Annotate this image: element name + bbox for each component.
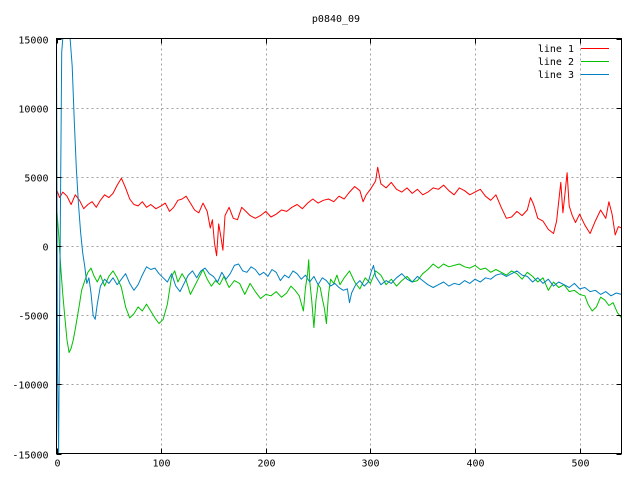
series-line-3 — [56, 38, 622, 454]
x-tick-label: 500 — [571, 459, 589, 470]
series-line-2 — [56, 204, 622, 353]
legend-label: line 3 — [538, 70, 574, 81]
x-tick-label: 200 — [257, 459, 275, 470]
series-group — [56, 38, 622, 454]
chart-title: p0840_09 — [312, 14, 360, 25]
y-tick-label: -5000 — [18, 312, 48, 323]
x-tick-label: 100 — [152, 459, 170, 470]
legend-label: line 2 — [538, 57, 574, 68]
x-tick-label: 300 — [361, 459, 379, 470]
y-tick-label: 0 — [42, 243, 48, 254]
y-tick-label: -15000 — [12, 451, 48, 462]
x-tick-label: 400 — [466, 459, 484, 470]
y-tick-label: 10000 — [18, 105, 48, 116]
y-tick-label: -10000 — [12, 381, 48, 392]
axis-ticks: 0 100 200 300 400 500 -15000 -10000 -5000 0 5000 10… — [12, 36, 622, 470]
x-tick-label: 0 — [54, 459, 60, 470]
series-line-1 — [56, 166, 622, 257]
grid — [56, 38, 622, 454]
legend-label: line 1 — [538, 44, 574, 55]
legend: line 1 line 2 line 3 — [538, 44, 609, 81]
y-tick-label: 15000 — [18, 36, 48, 47]
y-tick-label: 5000 — [24, 174, 48, 185]
